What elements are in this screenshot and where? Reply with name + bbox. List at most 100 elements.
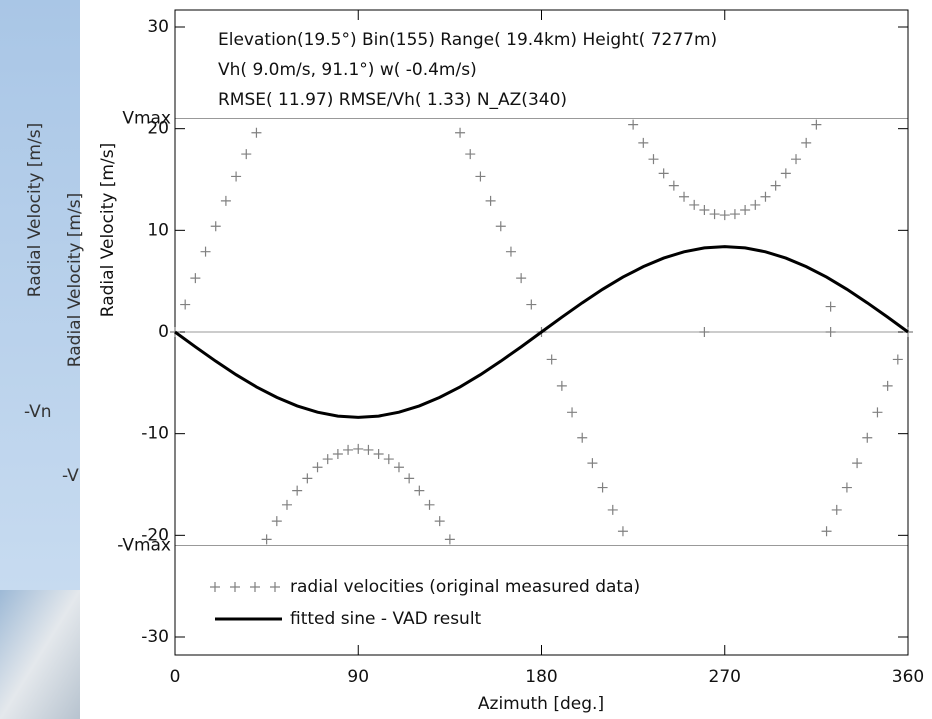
x-tick-label: 180 [525, 667, 557, 687]
data-point [668, 180, 679, 191]
legend-marker [210, 582, 220, 592]
wallpaper [0, 0, 80, 590]
data-point [393, 462, 404, 473]
data-point [862, 432, 873, 443]
y-tick-label: -10 [141, 424, 169, 444]
data-point [587, 458, 598, 469]
x-tick-label: 360 [892, 667, 924, 687]
x-tick-label: 270 [709, 667, 741, 687]
data-point [292, 485, 303, 496]
data-point [485, 195, 496, 206]
data-point [281, 499, 292, 510]
data-point [791, 154, 802, 165]
legend-marker [230, 582, 240, 592]
data-point [658, 168, 669, 179]
data-point [190, 273, 201, 284]
data-point [383, 454, 394, 465]
data-point [414, 485, 425, 496]
data-point [302, 473, 313, 484]
data-point [709, 209, 720, 220]
data-point [882, 380, 893, 391]
data-point [811, 119, 822, 130]
data-point [434, 516, 445, 527]
data-point [516, 273, 527, 284]
data-point [210, 221, 221, 232]
legend-label: fitted sine - VAD result [290, 609, 482, 629]
y-tick-label: 0 [158, 322, 169, 342]
data-point [770, 180, 781, 191]
legend-label: radial velocities (original measured dat… [290, 577, 640, 597]
y-tick-label: -20 [141, 525, 169, 545]
data-point [475, 171, 486, 182]
x-axis-label: Azimuth [deg.] [478, 694, 604, 714]
data-point [526, 299, 537, 310]
data-point [617, 526, 628, 537]
data-point [220, 195, 231, 206]
data-point [699, 327, 710, 337]
data-point [699, 205, 710, 215]
data-point [312, 462, 323, 473]
data-point [801, 137, 812, 148]
data-point [200, 246, 211, 257]
reference-label: -Vmax [117, 536, 171, 556]
legend-marker [270, 582, 280, 592]
data-point [872, 407, 883, 418]
data-point [597, 482, 608, 493]
data-point [271, 516, 282, 527]
data-point [679, 191, 690, 202]
wallpaper-cloud [0, 590, 80, 719]
data-point [825, 301, 836, 312]
data-point [821, 526, 832, 537]
data-point [556, 380, 567, 391]
data-point [495, 221, 506, 232]
ghost-label: Radial Velocity [m/s] [65, 193, 85, 367]
data-point [180, 299, 191, 310]
ghost-label: -Vn [24, 402, 52, 422]
data-point [251, 127, 262, 138]
data-point [729, 209, 740, 220]
annotation: Elevation(19.5°) Bin(155) Range( 19.4km)… [218, 30, 717, 50]
legend-marker [250, 582, 260, 592]
data-point [577, 432, 588, 443]
data-point [343, 444, 354, 455]
data-point [760, 191, 771, 202]
data-point [638, 137, 649, 148]
data-point [892, 354, 903, 365]
data-point [546, 354, 557, 365]
data-point [332, 449, 343, 459]
y-tick-label: 10 [147, 220, 169, 240]
data-point [825, 327, 836, 337]
data-point [780, 168, 791, 179]
data-point [719, 210, 730, 221]
data-point [363, 444, 374, 455]
annotation: RMSE( 11.97) RMSE/Vh( 1.33) N_AZ(340) [218, 90, 567, 110]
reference-label: Vmax [122, 109, 171, 129]
data-point [505, 246, 516, 257]
y-tick-label: 20 [147, 119, 169, 139]
y-tick-label: -30 [141, 627, 169, 647]
data-point [373, 449, 384, 459]
data-point [465, 149, 476, 160]
data-point [852, 458, 863, 469]
data-point [231, 171, 242, 182]
data-point [444, 534, 455, 545]
data-point [740, 205, 751, 215]
ghost-label: -V [62, 466, 79, 486]
data-point [841, 482, 852, 493]
data-point [322, 454, 333, 465]
data-point [241, 149, 252, 160]
y-tick-label: 30 [147, 17, 169, 37]
data-point [648, 154, 659, 165]
ghost-label: Radial Velocity [m/s] [25, 123, 45, 297]
data-point [353, 443, 364, 454]
data-point [567, 407, 578, 418]
data-point [424, 499, 435, 510]
data-point [607, 504, 618, 515]
data-point [404, 473, 415, 484]
data-point [261, 534, 272, 545]
x-tick-label: 90 [347, 667, 369, 687]
data-point [455, 127, 466, 138]
y-axis-label: Radial Velocity [m/s] [98, 143, 118, 317]
data-point [689, 199, 700, 210]
